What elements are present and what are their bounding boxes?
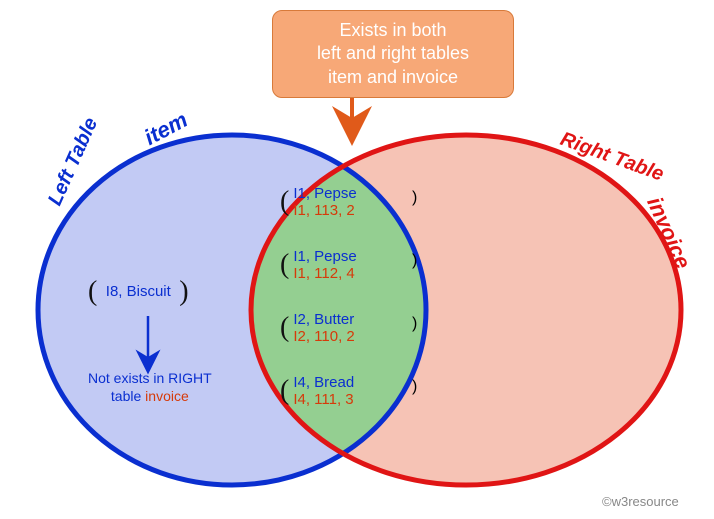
credit-text: ©w3resource [602, 494, 679, 509]
callout-line1: Exists in both [339, 20, 446, 40]
overlap-tuple-close-paren: ) [412, 315, 417, 333]
overlap-tuple: (I4, BreadI4, 111, 3 [280, 374, 358, 409]
venn-diagram-canvas: Exists in both left and right tables ite… [0, 0, 714, 519]
left-footnote-line2b: invoice [145, 388, 189, 404]
overlap-tuple-close-paren: ) [412, 189, 417, 207]
overlap-tuple-close-paren: ) [412, 252, 417, 270]
left-footnote: Not exists in RIGHT table invoice [88, 370, 212, 405]
overlap-tuple: (I1, PepseI1, 113, 2 [280, 185, 361, 220]
left-only-tuple: ( I8, Biscuit ) [88, 278, 189, 306]
callout-line3: item and invoice [328, 67, 458, 87]
left-footnote-line1: Not exists in RIGHT [88, 370, 212, 386]
callout-line2: left and right tables [317, 43, 469, 63]
left-only-value: I8, Biscuit [106, 283, 171, 300]
overlap-tuple-close-paren: ) [412, 378, 417, 396]
overlap-tuple: (I2, ButterI2, 110, 2 [280, 311, 359, 346]
left-footnote-line2a: table [111, 388, 141, 404]
overlap-tuple: (I1, PepseI1, 112, 4 [280, 248, 361, 283]
callout-box: Exists in both left and right tables ite… [272, 10, 514, 98]
